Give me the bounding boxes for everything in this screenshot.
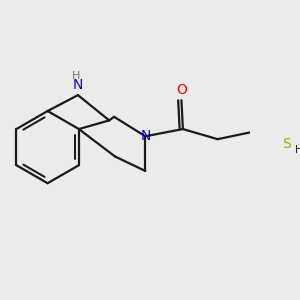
Text: H: H — [295, 145, 300, 155]
Text: O: O — [176, 83, 187, 97]
Text: H: H — [72, 71, 81, 81]
Text: S: S — [283, 137, 291, 151]
Text: N: N — [73, 78, 83, 92]
Text: N: N — [140, 129, 151, 143]
